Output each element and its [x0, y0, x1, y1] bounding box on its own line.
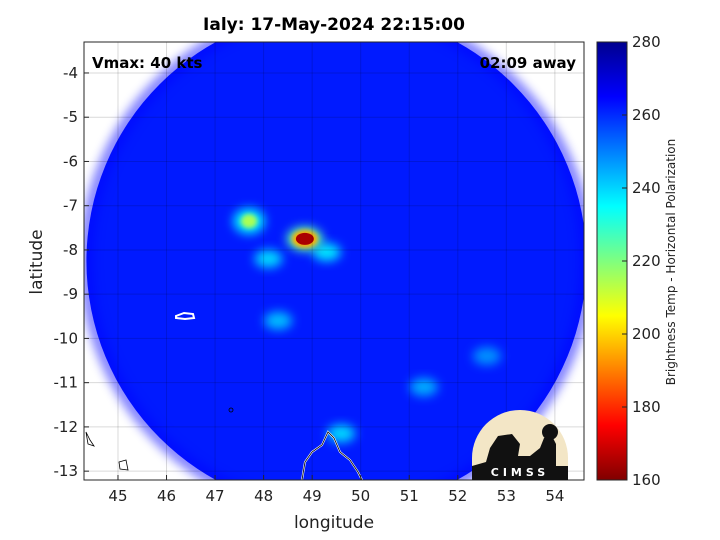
feature-band	[409, 378, 438, 397]
logo-water-tower	[542, 424, 558, 440]
colorbar-tick-label: 260	[632, 106, 661, 124]
x-tick-label: 50	[351, 487, 370, 505]
feature-band	[312, 243, 341, 262]
colorbar-tick-label: 200	[632, 325, 661, 343]
colorbar-tick-label: 240	[632, 179, 661, 197]
x-tick-label: 47	[206, 487, 225, 505]
x-tick-label: 51	[400, 487, 419, 505]
swath-disc	[86, 42, 584, 480]
x-tick-label: 53	[497, 487, 516, 505]
coastline-mayotte	[118, 459, 129, 471]
logo-text: CIMSS	[491, 466, 549, 479]
y-tick-label: -11	[54, 374, 79, 392]
logo-silhouette	[472, 434, 568, 480]
coastline-island	[175, 311, 196, 321]
coastline-outlines	[85, 407, 363, 480]
time-offset-annotation: 02:09 away	[480, 54, 577, 72]
colorbar-tick-label: 280	[632, 33, 661, 51]
feature-band	[472, 347, 501, 366]
grid-lines	[84, 42, 584, 480]
cimss-logo: CIMSS	[472, 410, 568, 480]
y-tick-label: -5	[63, 108, 78, 126]
x-tick-label: 54	[545, 487, 564, 505]
coastline-madagascar-outline	[301, 431, 363, 480]
colorbar-tick-label: 220	[632, 252, 661, 270]
vmax-annotation: Vmax: 40 kts	[92, 54, 202, 72]
colorbar: 160 180 200 220 240 260 280 Brightness Temp - …	[596, 33, 678, 489]
y-tick-label: -12	[54, 418, 79, 436]
x-axis-label: longitude	[294, 513, 374, 533]
colorbar-label: Brightness Temp - Horizontal Polarizatio…	[664, 139, 678, 386]
y-tick-label: -8	[63, 241, 78, 259]
x-tick-label: 46	[157, 487, 176, 505]
feature-cold-core	[295, 232, 314, 245]
y-tick-label: -7	[63, 197, 78, 215]
colorbar-tick-label: 160	[632, 471, 661, 489]
colorbar-tick-label: 180	[632, 398, 661, 416]
feature-band	[264, 311, 293, 330]
y-tick-label: -10	[54, 329, 79, 347]
y-tick-label: -9	[63, 285, 78, 303]
coastline-islet	[228, 407, 234, 413]
feature-band	[254, 249, 283, 268]
axis-ticks: 45 46 47 48 49 50 51 52 53 54 -4 -5 -6 -7 -8 -9 -10 -11 -1…	[54, 64, 565, 505]
x-tick-label: 52	[448, 487, 467, 505]
x-tick-label: 48	[254, 487, 273, 505]
chart-title: Ialy: 17-May-2024 22:15:00	[203, 15, 465, 35]
x-tick-label: 49	[303, 487, 322, 505]
plot-frame	[83, 41, 585, 481]
feature-convective-band	[241, 214, 258, 229]
y-tick-label: -13	[54, 462, 79, 480]
swath-edge	[84, 42, 584, 480]
y-axis-label: latitude	[27, 229, 47, 294]
plot-area	[84, 42, 584, 480]
x-tick-label: 45	[108, 487, 127, 505]
colorbar-ticks: 160 180 200 220 240 260 280	[622, 33, 661, 489]
y-tick-label: -4	[63, 64, 78, 82]
coastline-comoros	[85, 431, 95, 447]
swath-layer	[84, 42, 584, 480]
y-tick-label: -6	[63, 152, 78, 170]
